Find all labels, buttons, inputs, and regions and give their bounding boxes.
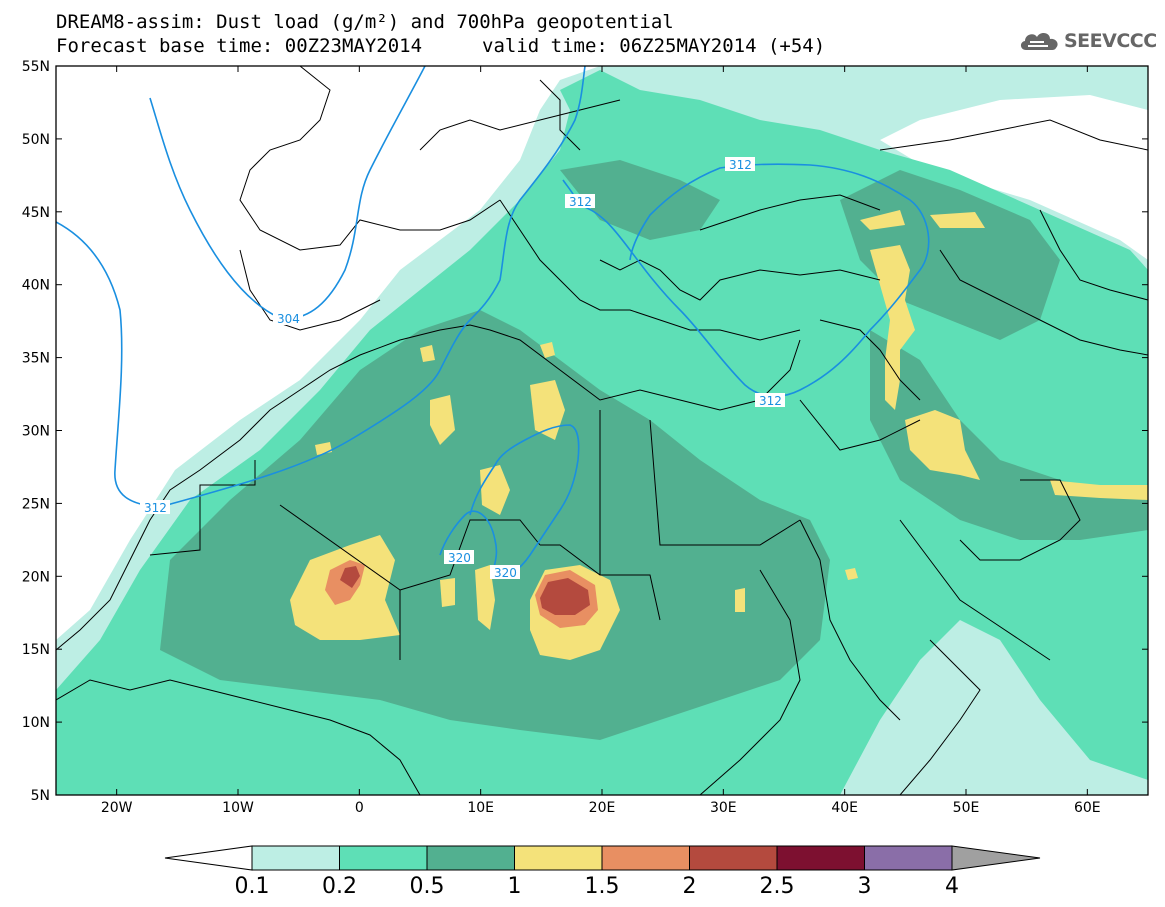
contour-label-320-east: 320 <box>490 565 520 580</box>
map-title: DREAM8-assim: Dust load (g/m²) and 700hP… <box>56 11 674 33</box>
colorbar-box <box>776 845 865 871</box>
forecast-base-time: Forecast base time: 00Z23MAY2014 <box>56 35 423 57</box>
colorbar-label: 0.2 <box>322 874 357 899</box>
colorbar-label: 1.5 <box>585 874 620 899</box>
lon-label: 20E <box>589 800 616 816</box>
lon-label: 10W <box>222 800 254 816</box>
lat-label: 40N <box>22 278 50 294</box>
colorbar-label: 4 <box>945 874 959 899</box>
geopotential-contours <box>56 66 930 577</box>
contour-label-312-north: 312 <box>725 157 755 172</box>
colorbar: 0.1 0.2 0.5 1 1.5 2 2.5 3 4 <box>164 845 1041 899</box>
longitude-labels: 20W 10W 0 10E 20E 30E 40E 50E 60E <box>101 800 1101 816</box>
contour-label-312-balkan: 312 <box>565 194 595 209</box>
svg-text:312: 312 <box>569 195 592 209</box>
contour-312 <box>562 163 930 398</box>
country-borders <box>56 66 1148 795</box>
contour-label-304: 304 <box>273 311 303 326</box>
lat-label: 25N <box>22 496 50 512</box>
contour-label-320-west: 320 <box>444 550 474 565</box>
lon-label: 60E <box>1074 800 1101 816</box>
colorbar-label: 3 <box>858 874 872 899</box>
lat-label: 35N <box>22 351 50 367</box>
dust-level-1 <box>290 210 1148 660</box>
svg-text:312: 312 <box>144 501 167 515</box>
colorbar-left-arrow <box>164 845 253 871</box>
contour-label-312-west: 312 <box>140 500 170 515</box>
map-plot-area: 304 312 312 312 312 320 320 <box>56 66 1148 795</box>
colorbar-label: 2.5 <box>760 874 795 899</box>
dust-level-2 <box>340 566 590 615</box>
colorbar-box <box>339 845 428 871</box>
colorbar-box <box>251 845 340 871</box>
lat-label: 15N <box>22 642 50 658</box>
contour-304 <box>56 66 586 508</box>
lat-label: 55N <box>22 59 50 75</box>
colorbar-label: 2 <box>683 874 697 899</box>
svg-text:312: 312 <box>729 158 752 172</box>
valid-time: valid time: 06Z25MAY2014 (+54) <box>482 35 826 57</box>
colorbar-box <box>514 845 603 871</box>
colorbar-box <box>689 845 778 871</box>
lon-label: 40E <box>831 800 858 816</box>
lat-label: 30N <box>22 424 50 440</box>
lat-label: 45N <box>22 205 50 221</box>
logo-text: SEEVCCC <box>1064 30 1157 52</box>
lat-label: 5N <box>31 788 50 804</box>
cloud-logo-icon <box>1020 33 1058 50</box>
colorbar-label: 0.1 <box>235 874 270 899</box>
svg-text:320: 320 <box>494 566 517 580</box>
colorbar-right-arrow <box>951 845 1041 871</box>
lon-label: 0 <box>355 800 364 816</box>
colorbar-box <box>426 845 515 871</box>
lon-label: 10E <box>467 800 494 816</box>
contour-304b <box>149 66 426 320</box>
lon-label: 50E <box>953 800 980 816</box>
colorbar-label: 1 <box>508 874 522 899</box>
colorbar-label: 0.5 <box>410 874 445 899</box>
svg-text:304: 304 <box>277 312 300 326</box>
colorbar-box <box>601 845 690 871</box>
seevccc-logo: SEEVCCC <box>1018 26 1158 54</box>
latitude-labels: 55N 50N 45N 40N 35N 30N 25N 20N 15N 10N 5N <box>22 59 50 804</box>
svg-text:312: 312 <box>759 394 782 408</box>
colorbar-box <box>864 845 953 871</box>
lat-label: 50N <box>22 132 50 148</box>
contour-320 <box>439 424 580 577</box>
lat-label: 20N <box>22 569 50 585</box>
lon-label: 30E <box>710 800 737 816</box>
svg-text:320: 320 <box>448 551 471 565</box>
axis-ticks <box>56 65 1148 796</box>
contour-label-312-east: 312 <box>755 393 785 408</box>
lat-label: 10N <box>22 715 50 731</box>
lon-label: 20W <box>101 800 133 816</box>
